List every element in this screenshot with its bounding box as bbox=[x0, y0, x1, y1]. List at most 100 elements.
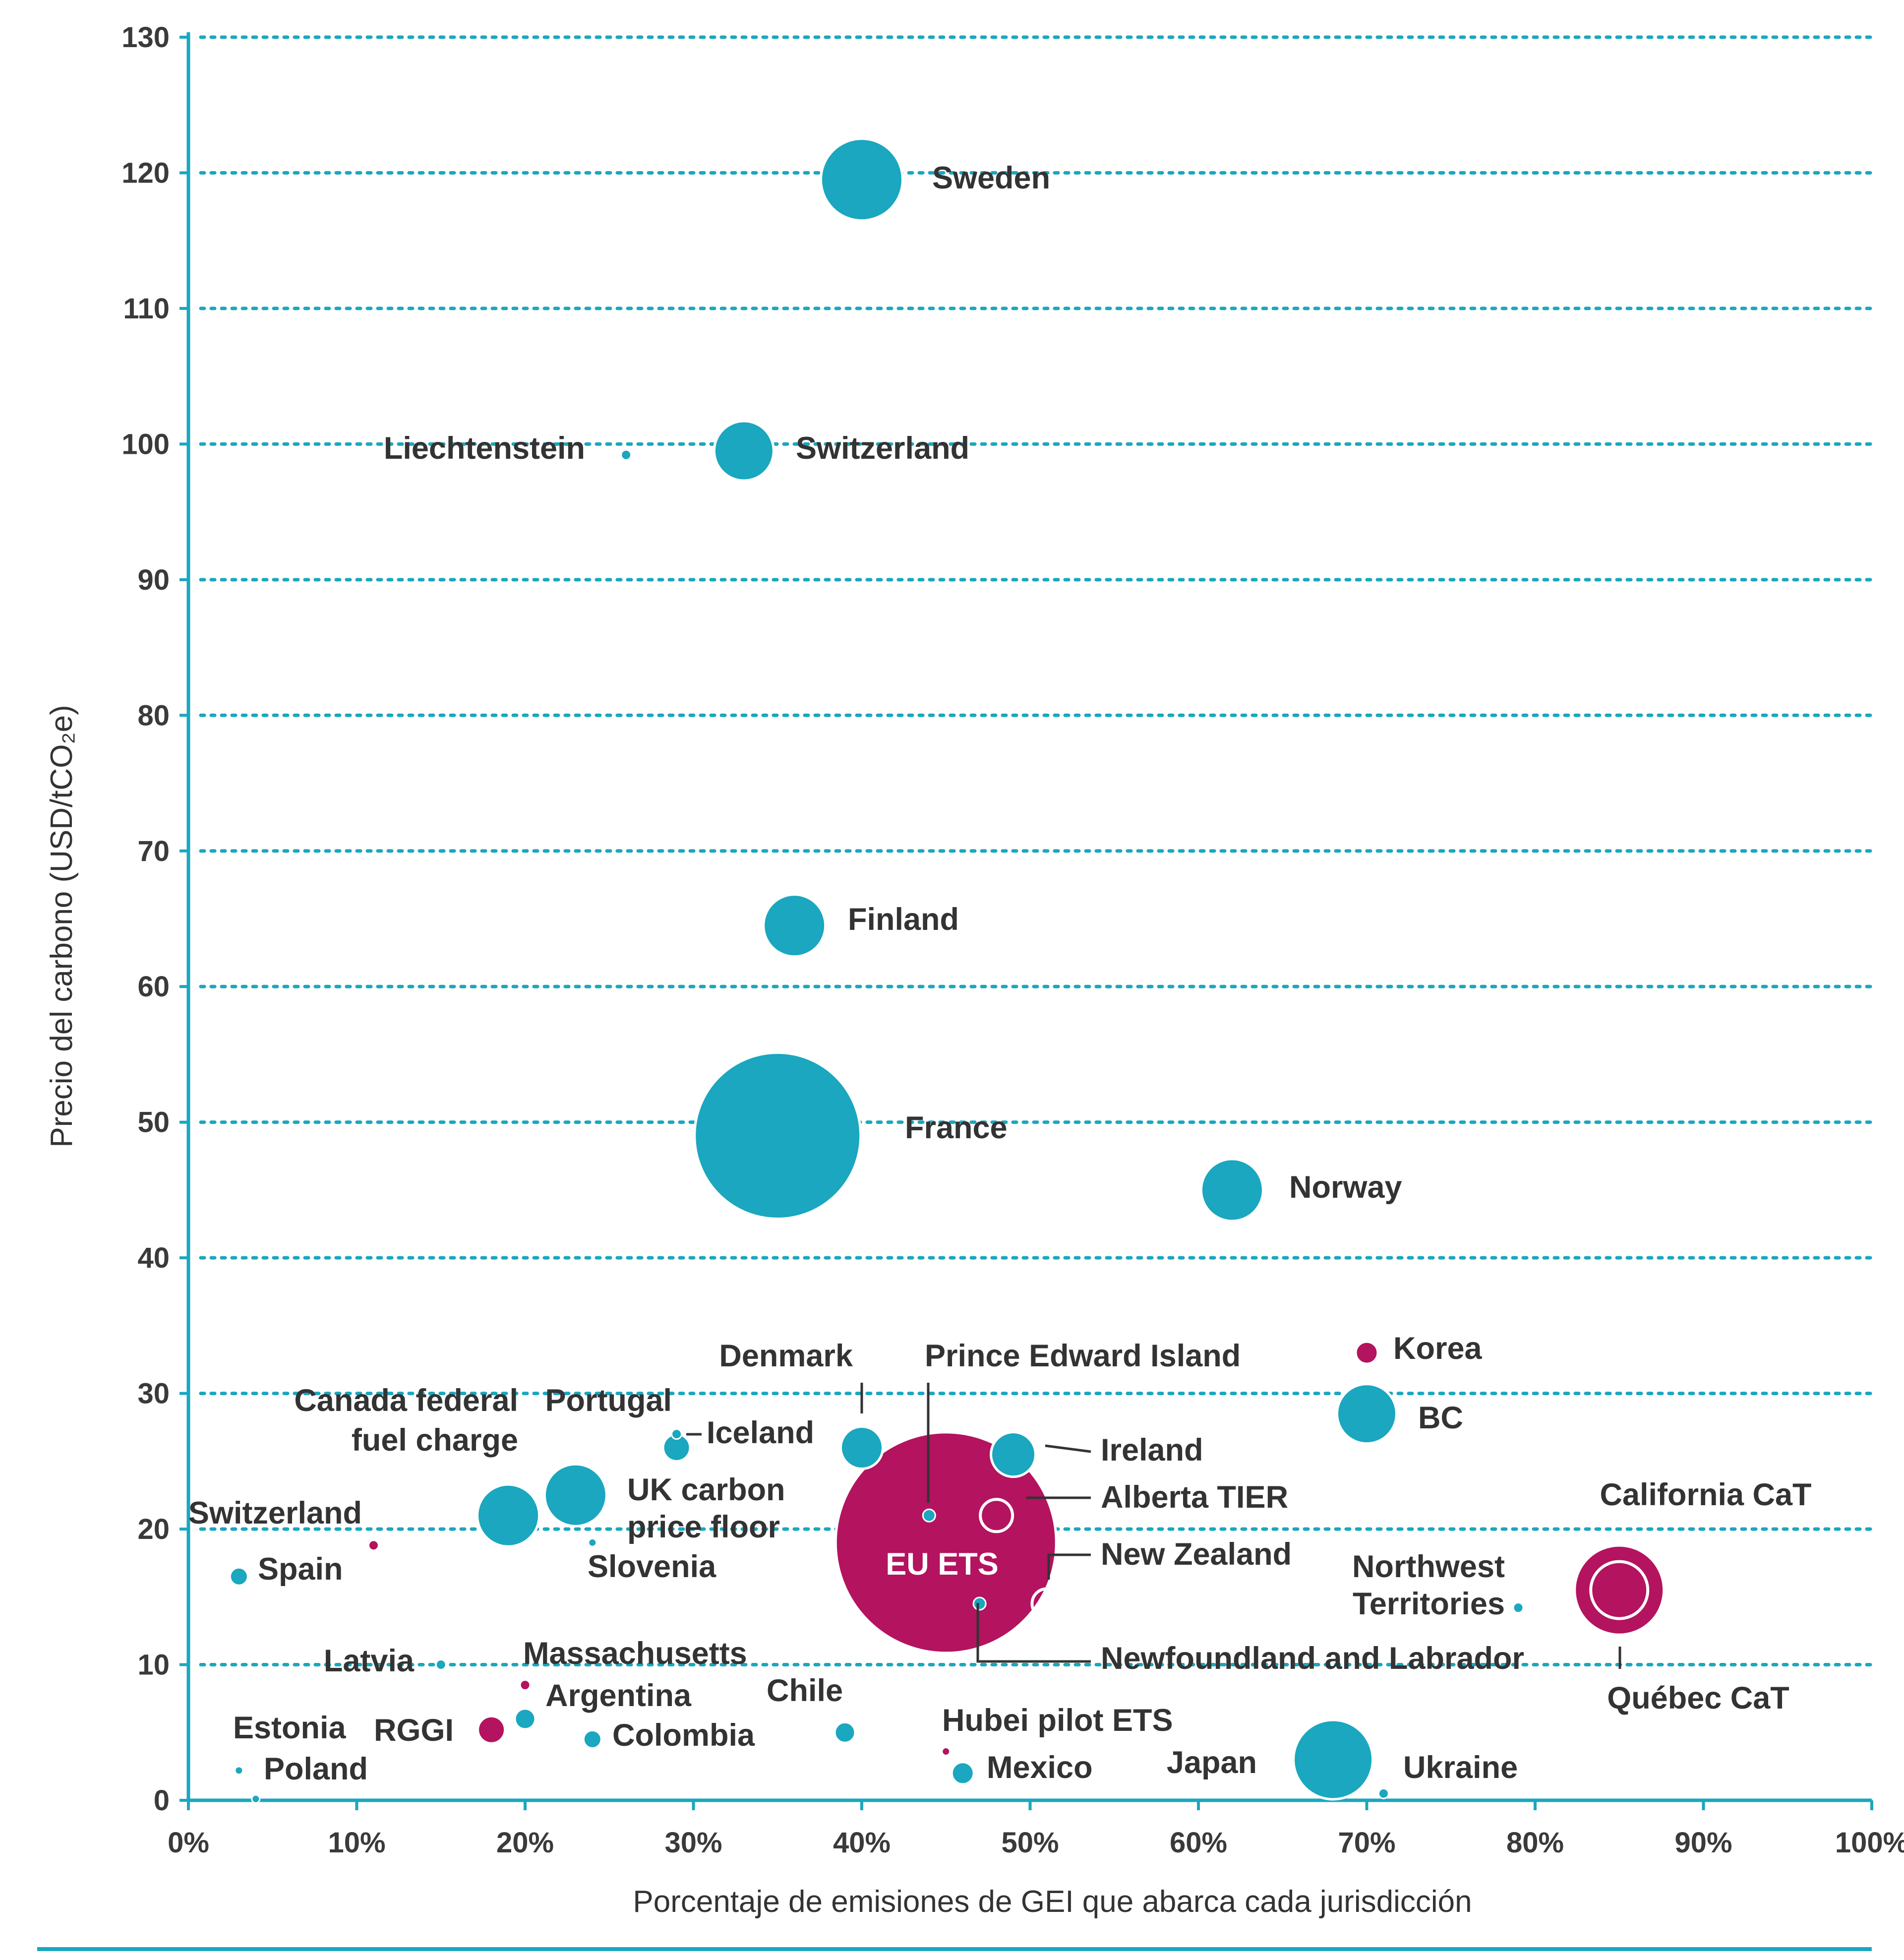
y-tick-label-30: 30 bbox=[137, 1378, 170, 1410]
x-tick-label-80: 80% bbox=[1506, 1827, 1564, 1859]
bubble-hubei-pilot-ets-30 bbox=[941, 1747, 951, 1757]
label-uk-carbon-19: UK carbon bbox=[627, 1472, 785, 1507]
label-ireland-10: Ireland bbox=[1101, 1433, 1203, 1468]
bubble-prince-edward-island-9 bbox=[922, 1508, 936, 1523]
label-price-floor-20: price floor bbox=[627, 1510, 780, 1544]
bubble-qu-bec-cat-35 bbox=[1589, 1560, 1650, 1620]
x-tick-label-70: 70% bbox=[1338, 1827, 1395, 1859]
x-tick-label-0: 0% bbox=[168, 1827, 209, 1859]
bubble-massachusetts-23 bbox=[519, 1679, 531, 1691]
label-rggi-27: RGGI bbox=[374, 1713, 454, 1748]
bubbles bbox=[229, 137, 1666, 1804]
label-slovenia-21: Slovenia bbox=[588, 1549, 716, 1584]
bubble-iceland-18 bbox=[671, 1428, 683, 1440]
label-japan-34: Japan bbox=[1167, 1745, 1257, 1780]
bubble-uk-carbon-price-floor-16 bbox=[543, 1463, 608, 1528]
label-finland-3: Finland bbox=[848, 902, 959, 937]
y-tick-label-50: 50 bbox=[137, 1106, 170, 1139]
bubble-korea-6 bbox=[1354, 1340, 1379, 1365]
y-axis-title: Precio del carbono (USD/tCO₂e) bbox=[45, 705, 79, 1147]
label-korea-6: Korea bbox=[1393, 1331, 1483, 1366]
label-portugal-17: Portugal bbox=[545, 1383, 672, 1418]
label-ukraine-35: Ukraine bbox=[1403, 1750, 1518, 1785]
y-tick-label-20: 20 bbox=[137, 1513, 170, 1545]
leader-ireland bbox=[1045, 1444, 1091, 1453]
label-latvia-24: Latvia bbox=[324, 1644, 415, 1678]
bubble-finland-3 bbox=[762, 893, 827, 958]
y-tick-label-110: 110 bbox=[123, 293, 170, 325]
label-mexico-33: Mexico bbox=[987, 1750, 1093, 1785]
bubble-northwest-territories-36 bbox=[1512, 1602, 1524, 1614]
bubble-colombia-26 bbox=[583, 1729, 602, 1749]
bubble-ukraine-33 bbox=[1377, 1787, 1389, 1799]
bubble-switzerland-1 bbox=[713, 420, 775, 482]
bubble-eu-ets-12 bbox=[834, 1431, 1058, 1654]
bubble-alberta-tier-11 bbox=[979, 1498, 1014, 1533]
x-tick-label-60: 60% bbox=[1170, 1827, 1227, 1859]
label-switzerland-22: Switzerland bbox=[188, 1496, 362, 1531]
bubble-newfoundland-and-labrador-14 bbox=[972, 1596, 987, 1611]
y-tick-label-40: 40 bbox=[137, 1242, 170, 1274]
leader-newfoundland bbox=[976, 1603, 1091, 1663]
label-alberta-tier-11: Alberta TIER bbox=[1101, 1480, 1288, 1515]
label-bc-7: BC bbox=[1418, 1401, 1463, 1435]
y-tick-label-130: 130 bbox=[121, 21, 170, 54]
bubble-liechtenstein-2 bbox=[620, 449, 632, 461]
y-tick-label-0: 0 bbox=[154, 1784, 170, 1817]
bubble-norway-5 bbox=[1199, 1158, 1264, 1223]
label-norway-5: Norway bbox=[1289, 1170, 1402, 1205]
y-tick-label-90: 90 bbox=[137, 564, 170, 596]
x-tick-label-90: 90% bbox=[1674, 1827, 1732, 1859]
label-newfoundland-and-labrador-13: Newfoundland and Labrador bbox=[1101, 1641, 1524, 1676]
bubble-argentina-24 bbox=[514, 1708, 536, 1730]
bubble-switzerland-20 bbox=[367, 1539, 379, 1551]
x-tick-label-40: 40% bbox=[833, 1827, 891, 1859]
x-tick-label-50: 50% bbox=[1001, 1827, 1059, 1859]
bubble-california-cat-34 bbox=[1573, 1544, 1666, 1636]
label-qu-bec-cat-37: Québec CaT bbox=[1607, 1681, 1789, 1715]
y-tick-label-80: 80 bbox=[137, 699, 170, 732]
y-tick-label-100: 100 bbox=[121, 428, 170, 460]
bubble-japan-32 bbox=[1292, 1718, 1374, 1801]
y-tick-label-10: 10 bbox=[137, 1649, 170, 1681]
bubble-new-zealand-13 bbox=[1030, 1587, 1064, 1620]
label-estonia-29: Estonia bbox=[233, 1711, 347, 1745]
leader-lines bbox=[686, 1383, 1621, 1669]
y-tick-label-70: 70 bbox=[137, 835, 170, 867]
bubble-latvia-22 bbox=[435, 1659, 447, 1671]
label-france-4: France bbox=[905, 1110, 1008, 1145]
label-switzerland-1: Switzerland bbox=[796, 431, 969, 466]
y-tick-label-60: 60 bbox=[137, 971, 170, 1003]
label-california-cat-36: California CaT bbox=[1600, 1477, 1811, 1512]
axes: 0 10 20 30 40 50 60 70 80 90 100 110 120 130 0% 10% 20% 3… bbox=[121, 21, 1904, 1859]
point-labels: Sweden Switzerland Liechtenstein Finland Fra… bbox=[188, 161, 1812, 1786]
bubble-poland-28 bbox=[251, 1794, 261, 1804]
label-massachusetts-25: Massachusetts bbox=[523, 1636, 747, 1671]
x-tick-label-20: 20% bbox=[496, 1827, 554, 1859]
label-eu-ets-14: EU ETS bbox=[886, 1547, 999, 1582]
label-spain-23: Spain bbox=[258, 1552, 343, 1587]
bubble-mexico-31 bbox=[950, 1761, 975, 1786]
x-tick-label-100: 100% bbox=[1835, 1827, 1904, 1859]
bubble-france-4 bbox=[693, 1051, 862, 1221]
bubble-slovenia-19 bbox=[588, 1537, 597, 1547]
bubble-ireland-10 bbox=[990, 1431, 1037, 1478]
bubble-denmark-8 bbox=[839, 1425, 884, 1470]
label-canada-federal-15: Canada federal bbox=[294, 1383, 518, 1418]
bubble-rggi-25 bbox=[476, 1715, 507, 1745]
label-sweden-0: Sweden bbox=[932, 161, 1050, 195]
leader-new-zealand bbox=[1047, 1553, 1091, 1580]
bubble-estonia-27 bbox=[234, 1766, 244, 1776]
label-hubei-pilot-ets-32: Hubei pilot ETS bbox=[942, 1703, 1173, 1738]
x-tick-label-10: 10% bbox=[328, 1827, 385, 1859]
bubble-spain-21 bbox=[229, 1567, 248, 1586]
y-tick-label-120: 120 bbox=[121, 157, 170, 189]
bubble-bc-7 bbox=[1336, 1383, 1398, 1445]
label-poland-30: Poland bbox=[264, 1752, 368, 1786]
label-fuel-charge-16: fuel charge bbox=[352, 1423, 518, 1458]
bubble-sweden-0 bbox=[820, 137, 904, 222]
label-new-zealand-12: New Zealand bbox=[1101, 1537, 1292, 1572]
label-colombia-28: Colombia bbox=[612, 1718, 755, 1753]
